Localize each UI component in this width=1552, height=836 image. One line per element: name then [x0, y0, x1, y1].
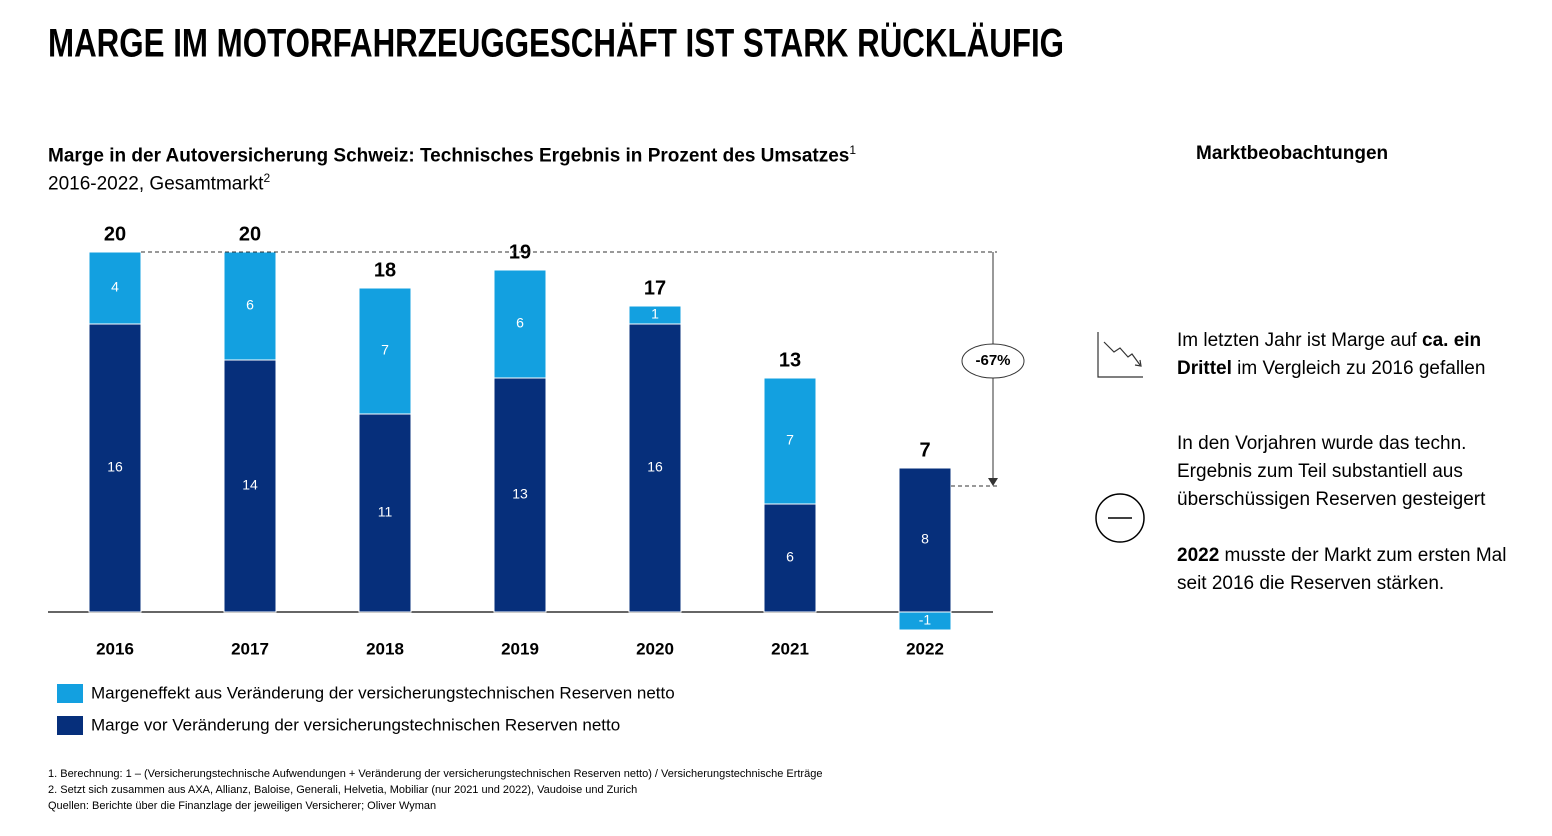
arrow-head	[988, 478, 998, 486]
trend-icon	[1097, 332, 1143, 378]
legend-label: Margeneffekt aus Veränderung der versich…	[91, 683, 675, 702]
total-label: 13	[779, 349, 801, 371]
bar-segment	[628, 305, 682, 325]
minus-icon	[1095, 493, 1145, 543]
segment-label: 6	[246, 297, 254, 313]
segment-label: 7	[786, 432, 794, 448]
segment-label: 16	[107, 459, 123, 475]
segment-label: 6	[516, 315, 524, 331]
slide-title: MARGE IM MOTORFAHRZEUGGESCHÄFT IST STARK…	[48, 21, 1064, 66]
x-tick-label: 2017	[231, 639, 269, 658]
segment-label: 7	[381, 342, 389, 358]
side-paragraph: 2022 musste der Markt zum ersten Mal sei…	[1177, 542, 1532, 598]
x-tick-label: 2021	[771, 639, 809, 658]
paragraph-text: Im letzten Jahr ist Marge auf	[1177, 330, 1422, 351]
bar-segment	[493, 269, 547, 379]
segment-label: 1	[651, 306, 659, 322]
footnote-ref: 2	[263, 171, 271, 185]
annotation-bubble	[961, 343, 1025, 379]
subtitle: Marge in der Autoversicherung Schweiz: T…	[48, 143, 856, 167]
total-label: 18	[374, 259, 396, 281]
paragraph-text: musste der Markt zum ersten Mal seit 201…	[1177, 545, 1507, 594]
segment-label: 4	[111, 279, 119, 295]
total-label: 7	[919, 439, 930, 461]
x-tick-label: 2019	[501, 639, 539, 658]
segment-label: 6	[786, 549, 794, 565]
bar-segment	[88, 251, 142, 325]
segment-label: 8	[921, 531, 929, 547]
x-tick-label: 2016	[96, 639, 134, 658]
footnote-ref: 1	[849, 143, 857, 157]
side-heading: Marktbeobachtungen	[1196, 143, 1389, 164]
bar-segment	[493, 377, 547, 613]
period-text: 2016-2022, Gesamtmarkt	[48, 173, 264, 195]
bar-segment	[898, 467, 952, 613]
paragraph-text: ca. ein Drittel	[1177, 330, 1482, 379]
bar-segment	[763, 377, 817, 505]
total-label: 20	[104, 223, 126, 245]
footnote: Quellen: Berichte über die Finanzlage de…	[48, 800, 437, 812]
paragraph-text: In den Vorjahren wurde das techn. Ergebn…	[1177, 433, 1486, 510]
segment-label: 13	[512, 486, 528, 502]
segment-label: -1	[919, 612, 932, 628]
total-label: 17	[644, 277, 666, 299]
side-paragraph: In den Vorjahren wurde das techn. Ergebn…	[1177, 430, 1532, 514]
annotation: -67%	[975, 352, 1010, 369]
legend-label: Marge vor Veränderung der versicherungst…	[91, 715, 620, 734]
segment-label: 16	[647, 459, 663, 475]
bar-segment	[358, 287, 412, 415]
segment-label: 11	[378, 504, 393, 520]
segment-label: 14	[242, 477, 258, 493]
bar-segment	[223, 359, 277, 613]
subtitle-text: Marge in der Autoversicherung Schweiz: T…	[48, 145, 850, 167]
paragraph-text: im Vergleich zu 2016 gefallen	[1231, 358, 1486, 379]
bar-segment	[898, 611, 952, 631]
x-tick-label: 2018	[366, 639, 404, 658]
total-label: 20	[239, 223, 261, 245]
footnote: 1. Berechnung: 1 – (Versicherungstechnis…	[48, 768, 823, 780]
period: 2016-2022, Gesamtmarkt2	[48, 171, 270, 195]
side-paragraph: Im letzten Jahr ist Marge auf ca. ein Dr…	[1177, 327, 1532, 383]
bar-segment	[88, 323, 142, 613]
bar-segment	[628, 323, 682, 613]
bar-segment	[763, 503, 817, 613]
footnote: 2. Setzt sich zusammen aus AXA, Allianz,…	[48, 784, 638, 796]
legend-swatch	[57, 716, 83, 735]
legend-swatch	[57, 684, 83, 703]
x-tick-label: 2022	[906, 639, 944, 658]
x-tick-label: 2020	[636, 639, 674, 658]
paragraph-text: 2022	[1177, 545, 1220, 566]
